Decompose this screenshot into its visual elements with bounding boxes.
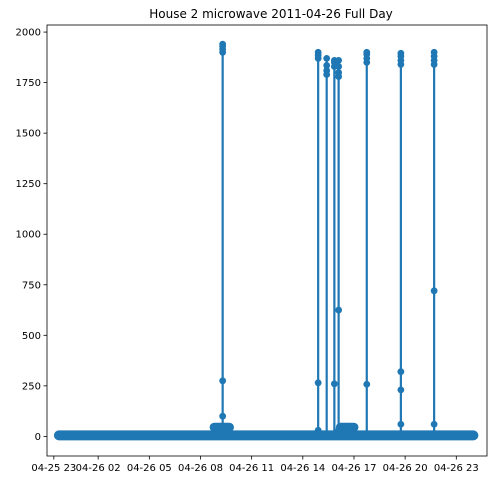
spike-8 bbox=[430, 48, 438, 436]
data-point bbox=[323, 67, 331, 74]
data-point bbox=[314, 379, 322, 387]
data-point bbox=[430, 287, 438, 295]
axes-frame bbox=[46, 24, 488, 457]
x-tick-label: 04-26 02 bbox=[76, 463, 121, 474]
data-point bbox=[335, 306, 343, 314]
y-tick-label: 750 bbox=[22, 280, 41, 291]
y-tick-label: 2000 bbox=[16, 28, 41, 39]
data-point bbox=[397, 49, 405, 57]
x-tick-label: 04-26 14 bbox=[280, 463, 325, 474]
data-point bbox=[430, 420, 438, 428]
spike-5 bbox=[335, 56, 343, 436]
y-tick-label: 250 bbox=[22, 381, 41, 392]
y-tick-label: 1500 bbox=[16, 129, 41, 140]
data-point bbox=[397, 386, 405, 394]
data-point bbox=[363, 48, 371, 56]
x-tick-label: 04-26 08 bbox=[178, 463, 223, 474]
spike-4 bbox=[330, 56, 338, 436]
x-axis: 04-25 23 04-26 02 04-26 05 04-26 08 04-26 11… bbox=[31, 456, 479, 474]
data-point bbox=[363, 380, 371, 388]
data-point bbox=[335, 56, 343, 64]
data-point bbox=[397, 420, 405, 428]
y-tick-label: 500 bbox=[22, 331, 41, 342]
data-point bbox=[335, 69, 343, 76]
data-point bbox=[335, 426, 343, 434]
y-tick-label: 1000 bbox=[16, 230, 41, 241]
data-point bbox=[219, 377, 227, 385]
x-tick-label: 04-26 17 bbox=[331, 463, 376, 474]
data-point bbox=[219, 40, 227, 48]
x-tick-label: 04-26 20 bbox=[383, 463, 428, 474]
plot-area bbox=[53, 40, 479, 441]
spike-3 bbox=[323, 54, 331, 436]
data-point bbox=[314, 426, 322, 434]
chart-title: House 2 microwave 2011-04-26 Full Day bbox=[149, 7, 393, 21]
data-point bbox=[219, 422, 227, 430]
spike-7 bbox=[397, 49, 405, 436]
data-point bbox=[330, 380, 338, 388]
x-tick-label: 04-25 23 bbox=[31, 463, 76, 474]
data-point bbox=[323, 54, 331, 62]
spike-2 bbox=[314, 48, 322, 436]
x-tick-label: 04-26 05 bbox=[127, 463, 172, 474]
y-tick-label: 0 bbox=[35, 432, 41, 443]
data-point bbox=[335, 63, 343, 70]
data-point bbox=[323, 62, 331, 69]
spike-1 bbox=[219, 40, 227, 436]
x-tick-label: 04-26 11 bbox=[229, 463, 274, 474]
data-point bbox=[430, 48, 438, 56]
data-point bbox=[219, 412, 227, 420]
y-axis: 0 250 500 750 1000 1250 1500 1750 2000 bbox=[16, 28, 47, 443]
data-point bbox=[314, 48, 322, 56]
x-tick-label: 04-26 23 bbox=[434, 463, 479, 474]
y-tick-label: 1250 bbox=[16, 179, 41, 190]
data-point bbox=[397, 368, 405, 376]
spike-6 bbox=[363, 48, 371, 436]
y-tick-label: 1750 bbox=[16, 78, 41, 89]
